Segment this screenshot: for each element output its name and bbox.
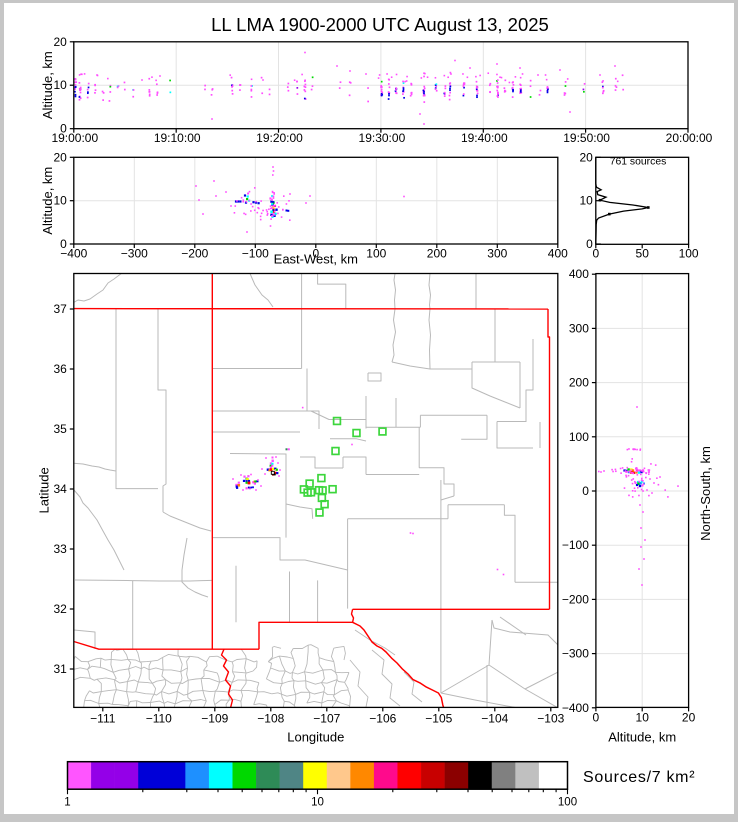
- svg-text:0: 0: [593, 711, 600, 725]
- svg-text:0: 0: [312, 247, 319, 261]
- svg-text:−105: −105: [425, 711, 452, 725]
- svg-text:Altitude, km: Altitude, km: [608, 730, 676, 745]
- svg-text:Longitude: Longitude: [287, 730, 344, 745]
- svg-text:100: 100: [558, 797, 577, 809]
- svg-text:761 sources: 761 sources: [610, 157, 667, 168]
- svg-text:10: 10: [53, 194, 67, 208]
- svg-text:−107: −107: [313, 711, 340, 725]
- svg-text:−200: −200: [562, 592, 589, 606]
- svg-text:0: 0: [582, 484, 589, 498]
- svg-text:32: 32: [53, 602, 67, 616]
- svg-text:Latitude: Latitude: [37, 467, 52, 513]
- svg-text:300: 300: [569, 321, 589, 335]
- svg-text:19:50:00: 19:50:00: [563, 131, 610, 145]
- svg-text:10: 10: [311, 797, 324, 809]
- svg-text:−200: −200: [181, 247, 208, 261]
- svg-text:−100: −100: [562, 538, 589, 552]
- svg-text:0: 0: [592, 247, 599, 261]
- svg-text:35: 35: [53, 422, 67, 436]
- svg-text:10: 10: [636, 711, 650, 725]
- svg-text:−109: −109: [201, 711, 228, 725]
- svg-text:100: 100: [366, 247, 386, 261]
- svg-text:−110: −110: [146, 711, 172, 725]
- svg-text:20: 20: [53, 150, 67, 164]
- svg-text:34: 34: [53, 482, 67, 496]
- svg-text:33: 33: [53, 542, 67, 556]
- svg-text:300: 300: [487, 247, 507, 261]
- svg-text:−103: −103: [537, 711, 564, 725]
- svg-text:37: 37: [53, 302, 67, 316]
- svg-text:200: 200: [427, 247, 447, 261]
- svg-text:20: 20: [579, 150, 593, 164]
- svg-text:10: 10: [579, 194, 593, 208]
- svg-text:−400: −400: [60, 247, 87, 261]
- svg-text:−400: −400: [562, 701, 589, 715]
- svg-text:100: 100: [569, 430, 589, 444]
- svg-text:19:30:00: 19:30:00: [359, 131, 406, 145]
- svg-text:−108: −108: [257, 711, 284, 725]
- svg-text:0: 0: [60, 122, 67, 136]
- svg-text:31: 31: [53, 662, 67, 676]
- svg-text:0: 0: [586, 237, 593, 251]
- svg-text:0: 0: [60, 237, 67, 251]
- svg-text:50: 50: [636, 247, 650, 261]
- svg-text:10: 10: [53, 78, 67, 92]
- svg-text:Sources/7 km²: Sources/7 km²: [583, 769, 695, 786]
- svg-text:LL LMA 1900-2000 UTC August 13: LL LMA 1900-2000 UTC August 13, 2025: [211, 14, 549, 35]
- svg-text:−300: −300: [562, 647, 589, 661]
- svg-text:Altitude, km: Altitude, km: [40, 167, 55, 235]
- svg-text:Altitude, km: Altitude, km: [40, 51, 55, 119]
- svg-text:East-West, km: East-West, km: [274, 252, 358, 267]
- svg-text:−300: −300: [121, 247, 148, 261]
- svg-text:36: 36: [53, 362, 67, 376]
- svg-text:20: 20: [53, 35, 67, 49]
- svg-text:−106: −106: [369, 711, 396, 725]
- svg-text:20:00:00: 20:00:00: [666, 131, 713, 145]
- svg-text:19:20:00: 19:20:00: [256, 131, 303, 145]
- svg-text:20: 20: [682, 711, 696, 725]
- svg-text:North-South, km: North-South, km: [698, 446, 713, 541]
- svg-text:100: 100: [679, 247, 699, 261]
- svg-text:−111: −111: [90, 711, 116, 725]
- svg-text:19:10:00: 19:10:00: [154, 131, 201, 145]
- svg-text:200: 200: [569, 376, 589, 390]
- svg-text:400: 400: [569, 267, 589, 281]
- svg-text:19:00:00: 19:00:00: [51, 131, 98, 145]
- svg-text:1: 1: [64, 797, 70, 809]
- svg-text:−104: −104: [481, 711, 508, 725]
- svg-text:−100: −100: [242, 247, 269, 261]
- svg-text:19:40:00: 19:40:00: [461, 131, 508, 145]
- svg-text:400: 400: [548, 247, 568, 261]
